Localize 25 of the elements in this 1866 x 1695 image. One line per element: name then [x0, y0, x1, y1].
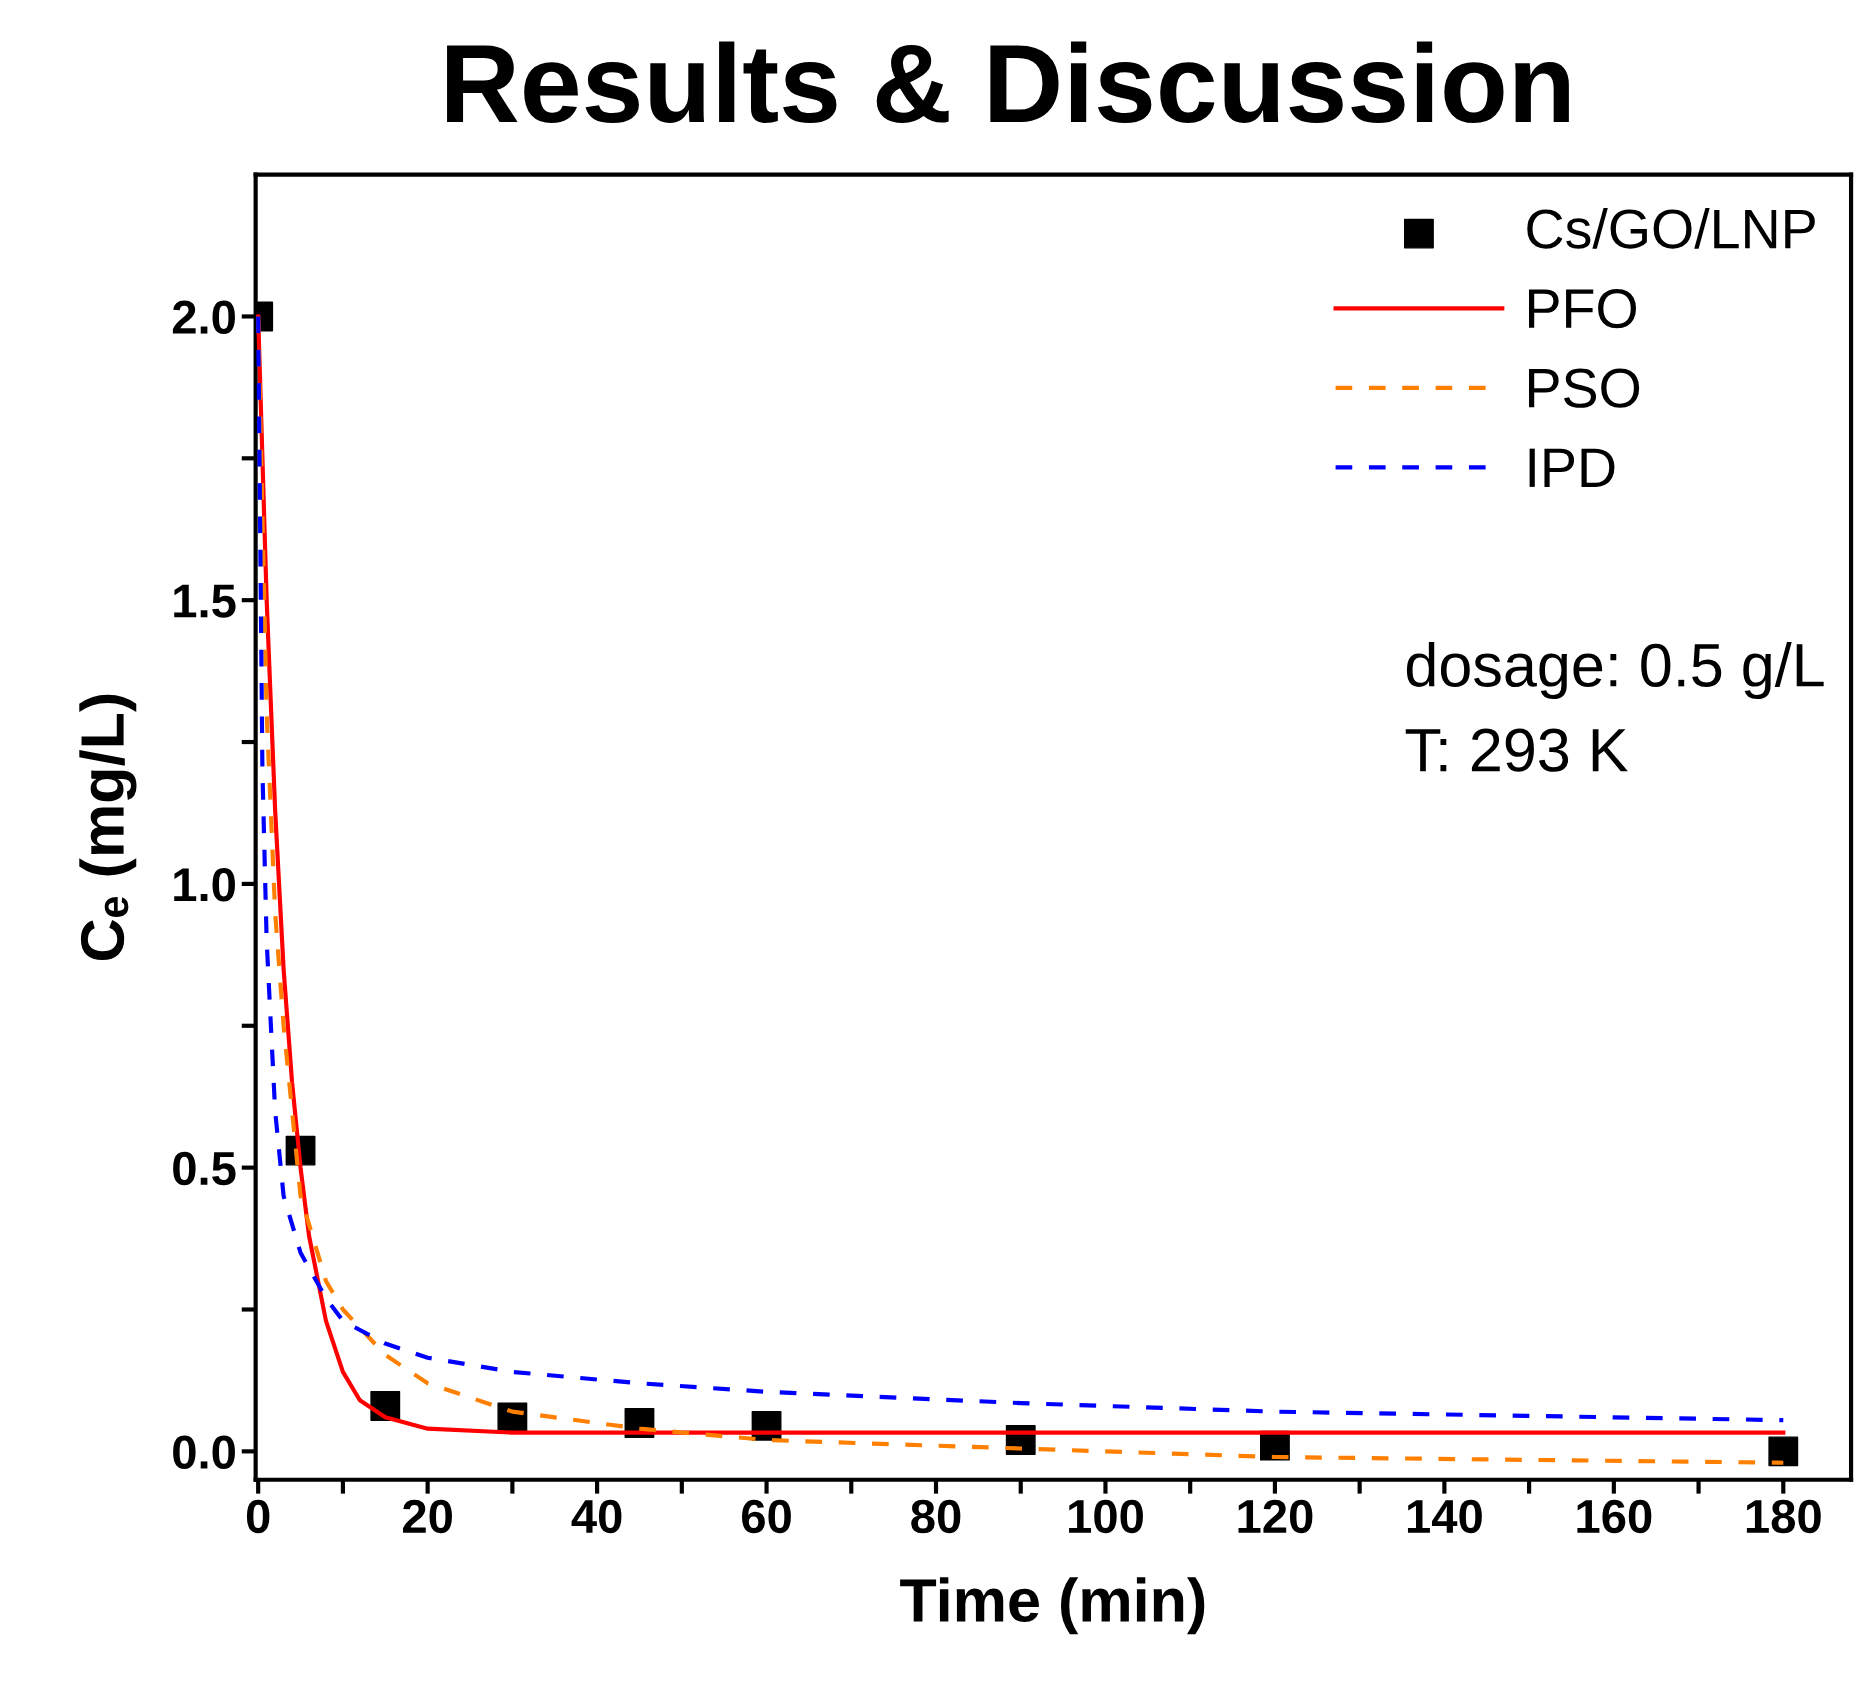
point: [1768, 1436, 1799, 1467]
x-tick-label: 180: [1746, 1499, 1821, 1534]
annotation: T: 293 K: [1405, 728, 1628, 772]
x-tick-label: 20: [403, 1499, 452, 1534]
y-axis-title: Cₑ (mg/L): [79, 694, 137, 961]
y-tick-label: 1.5: [174, 584, 236, 618]
legend-label: IPD: [1529, 448, 1615, 487]
x-tick-label: 0: [246, 1499, 270, 1534]
x-tick-label: 60: [742, 1499, 791, 1534]
chart-title: Results & Discussion: [447, 41, 1569, 124]
legend-label: PSO: [1529, 368, 1640, 408]
annotation: dosage: 0.5 g/L: [1406, 642, 1824, 700]
x-tick-label: 120: [1238, 1499, 1313, 1534]
y-tick-label: 0.5: [173, 1151, 236, 1186]
x-tick-label: 160: [1577, 1499, 1652, 1534]
x-axis-title: Time (min): [900, 1577, 1205, 1635]
y-tick-label: 0.0: [173, 1435, 235, 1469]
legend-label: PFO: [1529, 288, 1637, 329]
y-tick-label: 1.0: [174, 868, 235, 902]
x-tick-label: 80: [911, 1499, 961, 1534]
legend-label: Cs/GO/LNP: [1527, 207, 1815, 249]
x-tick-label: 140: [1407, 1499, 1482, 1534]
x-tick-label: 40: [571, 1499, 622, 1534]
x-tick-label: 100: [1069, 1499, 1143, 1534]
y-tick-label: 2.0: [172, 300, 235, 335]
